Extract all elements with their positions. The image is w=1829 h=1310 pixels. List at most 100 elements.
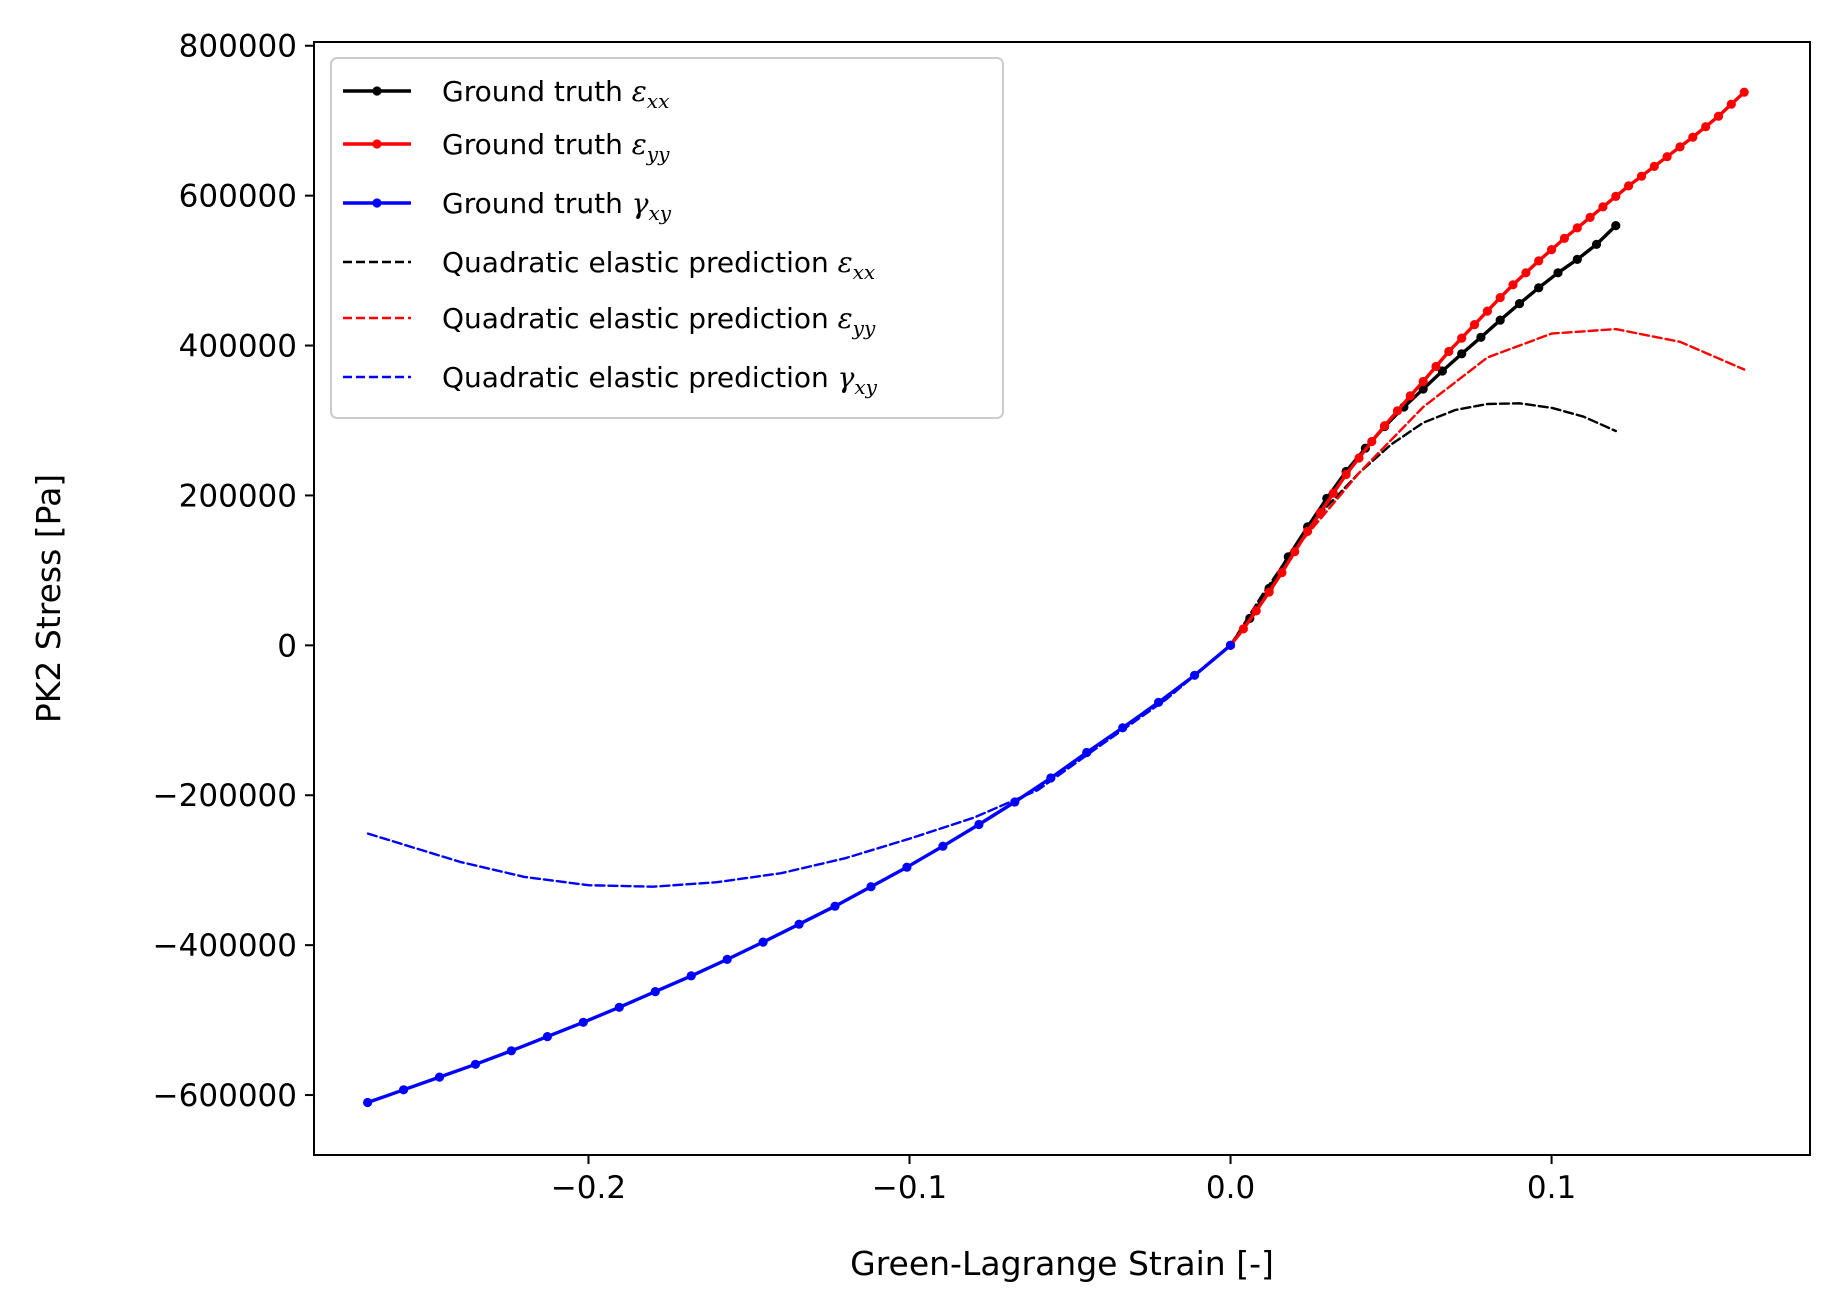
series-ground-truth-xy (363, 640, 1236, 1108)
y-tick-label: −600000 (153, 1078, 297, 1114)
plot-frame (313, 41, 1811, 1156)
y-tick-label: 600000 (179, 179, 297, 215)
series-prediction-yy (1229, 327, 1746, 647)
data-point (1190, 670, 1200, 680)
data-point (1553, 268, 1563, 278)
data-point (399, 1085, 409, 1095)
x-axis-ticks: −0.2 −0.1 0.0 0.1 (551, 1155, 1576, 1206)
data-point (1418, 384, 1428, 394)
data-point (578, 1017, 588, 1027)
data-point (1611, 191, 1621, 201)
data-point (1264, 587, 1274, 597)
data-point (1534, 283, 1544, 293)
data-point (1675, 142, 1685, 152)
data-point (686, 971, 696, 981)
data-point (1444, 346, 1454, 357)
data-point (1662, 152, 1672, 162)
data-point (1277, 568, 1287, 578)
legend-item: Quadratic elastic prediction εyy (343, 302, 876, 340)
legend-label: Ground truth γxy (442, 187, 672, 225)
series-line (366, 644, 1232, 888)
data-point (1521, 268, 1531, 278)
data-point (1476, 332, 1486, 342)
data-point (1367, 436, 1377, 447)
legend-marker (372, 198, 382, 208)
data-point (902, 862, 912, 872)
y-tick-label: 0 (277, 628, 297, 664)
data-point (1392, 406, 1403, 416)
legend-label: Ground truth εyy (442, 128, 670, 166)
data-point (1598, 202, 1608, 212)
legend-item: Ground truth εxx (343, 75, 669, 113)
data-point (1154, 697, 1164, 707)
legend: Ground truth εxx Ground truth εyy Ground t… (330, 57, 1004, 419)
data-point (1457, 333, 1467, 343)
data-point (1225, 640, 1236, 650)
y-tick-label: −200000 (153, 778, 297, 814)
series-line (1229, 327, 1746, 647)
data-point (1469, 320, 1480, 330)
data-point (434, 1072, 445, 1082)
data-point (1118, 723, 1128, 733)
data-point (1508, 280, 1518, 290)
y-tick-label: −400000 (153, 928, 297, 964)
data-point (1328, 488, 1338, 498)
x-tick-label: 0.1 (1527, 1170, 1576, 1206)
data-point (1739, 87, 1749, 97)
data-point (1611, 221, 1621, 231)
legend-item: Ground truth εyy (343, 128, 670, 166)
legend-box (330, 57, 1004, 419)
legend-item: Quadratic elastic prediction εxx (343, 246, 875, 284)
data-point (1354, 453, 1364, 463)
legend-item: Quadratic elastic prediction γxy (343, 361, 878, 399)
data-point (470, 1059, 481, 1069)
data-point (722, 954, 732, 965)
data-point (1514, 299, 1525, 309)
y-tick-label: 200000 (179, 478, 297, 514)
data-point (1624, 181, 1634, 191)
data-point (1649, 161, 1659, 171)
series-layer (363, 87, 1749, 1108)
legend-label: Quadratic elastic prediction γxy (442, 361, 878, 399)
y-axis-label: PK2 Stress [Pa] (29, 474, 68, 723)
data-point (650, 987, 660, 997)
y-tick-label: 800000 (179, 29, 297, 65)
y-axis-ticks: −600000 −400000 −200000 0 200000 400000 600000… (153, 29, 314, 1114)
data-point (1290, 547, 1300, 557)
data-point (1688, 132, 1698, 142)
legend-label: Ground truth εxx (442, 75, 669, 113)
data-point (1341, 469, 1351, 480)
data-point (1726, 99, 1736, 109)
series-prediction-xy (366, 644, 1232, 888)
data-point (1591, 239, 1602, 249)
legend-label: Quadratic elastic prediction εxx (442, 246, 875, 284)
y-tick-label: 400000 (179, 329, 297, 365)
data-point (1082, 747, 1092, 758)
data-point (794, 919, 804, 929)
data-point (1495, 315, 1505, 325)
data-point (542, 1032, 553, 1042)
data-point (1701, 122, 1711, 132)
data-point (1418, 376, 1428, 387)
data-point (363, 1097, 373, 1108)
data-point (974, 819, 984, 830)
data-point (1482, 306, 1492, 316)
data-point (614, 1002, 624, 1012)
data-point (1572, 223, 1582, 233)
data-point (938, 841, 948, 851)
legend-label: Quadratic elastic prediction εyy (442, 302, 876, 340)
data-point (830, 901, 840, 911)
data-point (1713, 111, 1724, 121)
data-point (1437, 366, 1447, 376)
legend-marker (372, 139, 382, 149)
data-point (1238, 624, 1248, 634)
data-point (1303, 526, 1313, 537)
data-point (1046, 773, 1056, 783)
data-point (1559, 233, 1569, 243)
x-tick-label: −0.2 (551, 1170, 626, 1206)
data-point (1572, 254, 1582, 264)
data-point (1380, 421, 1390, 431)
data-point (1585, 212, 1595, 222)
x-tick-label: −0.1 (872, 1170, 947, 1206)
data-point (506, 1046, 516, 1056)
